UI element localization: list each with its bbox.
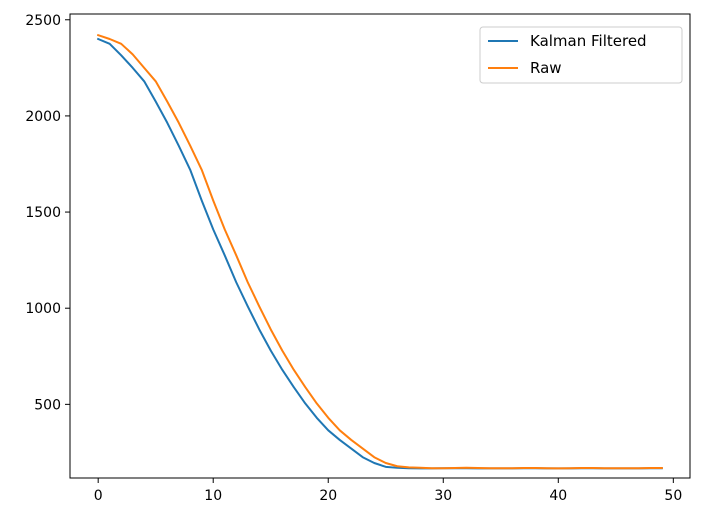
legend-label: Raw [530, 59, 562, 77]
y-tick-label: 1500 [25, 205, 61, 221]
series-line-raw [96, 33, 663, 470]
y-axis: 500 1000 1500 2000 2500 [25, 13, 70, 413]
plot-frame [69, 13, 691, 479]
legend-label: Kalman Filtered [530, 32, 647, 50]
y-tick-label: 500 [34, 397, 61, 413]
y-tick-label: 2000 [25, 109, 61, 125]
x-axis: 0 10 20 30 40 50 [94, 478, 682, 504]
x-tick-label: 40 [549, 488, 567, 504]
x-tick-label: 10 [204, 488, 222, 504]
legend: Kalman Filtered Raw [479, 26, 683, 84]
series-layer [96, 33, 663, 470]
y-tick-label: 2500 [25, 13, 61, 29]
x-tick-label: 30 [434, 488, 452, 504]
legend-box [479, 26, 683, 84]
y-tick-label: 1000 [25, 301, 61, 317]
x-tick-label: 50 [664, 488, 682, 504]
x-tick-label: 0 [94, 488, 103, 504]
x-tick-label: 20 [319, 488, 337, 504]
